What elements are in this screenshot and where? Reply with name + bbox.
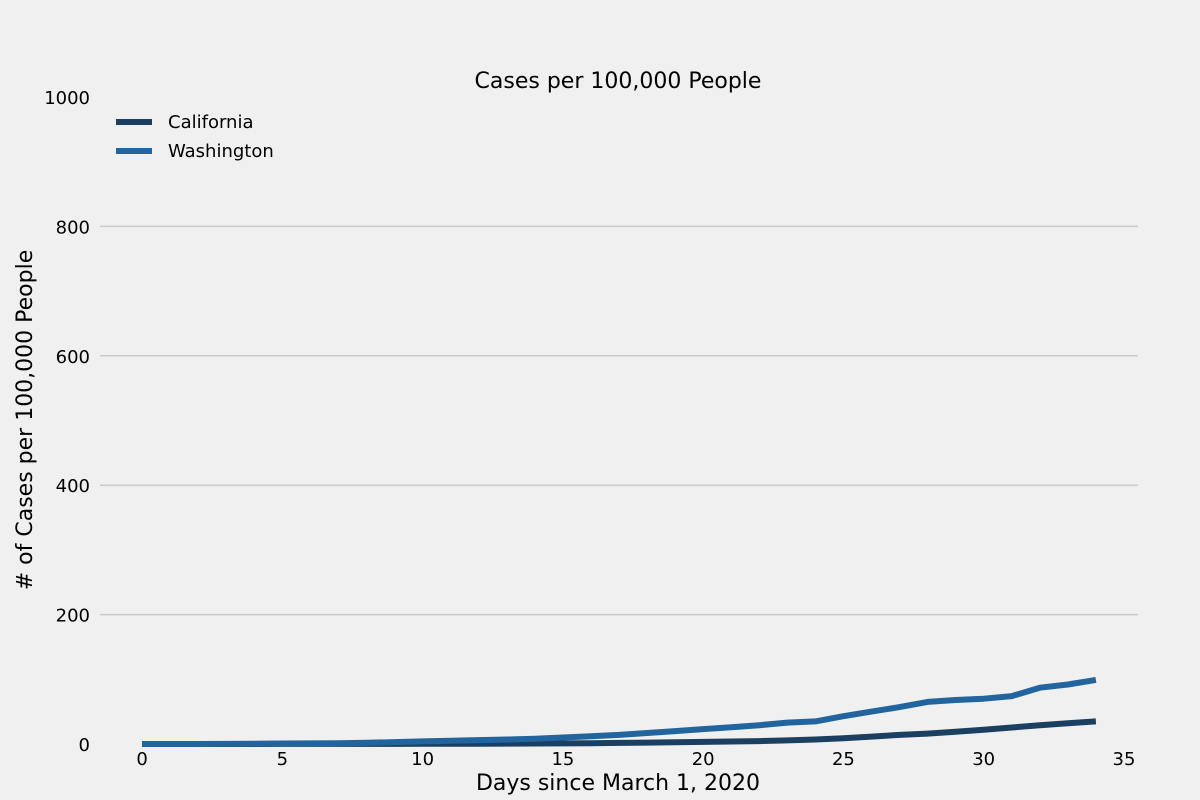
series-line-washington xyxy=(142,676,1097,747)
y-tick-label: 400 xyxy=(56,476,90,497)
x-axis-ticks: 0 5 10 15 20 25 30 35 xyxy=(136,749,1135,770)
x-tick-label: 5 xyxy=(277,749,288,770)
chart-title: Cases per 100,000 People xyxy=(475,69,762,94)
y-tick-label: 600 xyxy=(56,347,90,368)
x-axis-label: Days since March 1, 2020 xyxy=(476,771,760,796)
gridlines xyxy=(100,225,1138,616)
x-tick-label: 20 xyxy=(692,749,715,770)
y-tick-label: 0 xyxy=(79,735,90,756)
x-tick-label: 25 xyxy=(832,749,855,770)
y-tick-label: 200 xyxy=(56,606,90,627)
y-axis-ticks: 0 200 400 600 800 1000 xyxy=(44,88,90,756)
y-tick-label: 800 xyxy=(56,217,90,238)
y-axis-label: # of Cases per 100,000 People xyxy=(13,250,38,591)
legend-label: Washington xyxy=(168,141,274,162)
y-tick-label: 1000 xyxy=(44,88,90,109)
x-tick-label: 10 xyxy=(411,749,434,770)
series-lines xyxy=(142,676,1097,747)
x-tick-label: 15 xyxy=(551,749,574,770)
x-tick-label: 0 xyxy=(136,749,147,770)
x-tick-label: 30 xyxy=(972,749,995,770)
x-tick-label: 35 xyxy=(1113,749,1136,770)
legend: California Washington xyxy=(116,112,274,162)
legend-label: California xyxy=(168,112,253,133)
